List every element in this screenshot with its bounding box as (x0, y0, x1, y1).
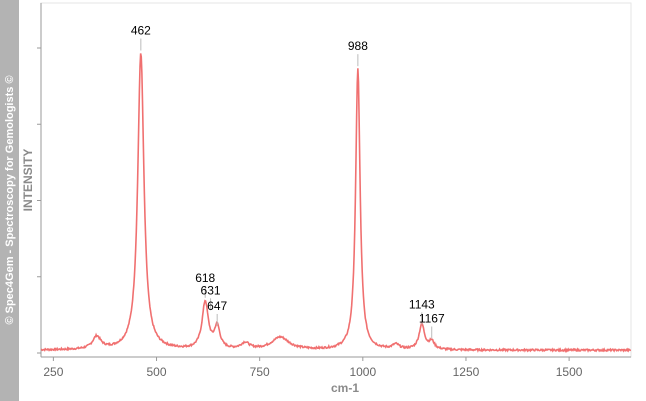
peak-label: 647 (207, 299, 227, 313)
x-tick-label: 500 (147, 365, 167, 379)
x-axis-ticks: 250 500 750 1000 1250 1500 (43, 357, 583, 379)
x-tick-label: 1500 (556, 365, 583, 379)
spectrum-series-line (40, 53, 632, 353)
x-axis-label: cm-1 (330, 381, 360, 395)
peak-label: 1143 (409, 297, 435, 311)
y-axis-label: INTENSITY (21, 148, 35, 212)
x-tick-label: 250 (43, 365, 63, 379)
peak-label: 618 (195, 271, 215, 285)
x-tick-label: 750 (250, 365, 270, 379)
peak-label: 631 (201, 283, 221, 297)
watermark-banner: © Spec4Gem - Spectroscopy for Gemologist… (0, 0, 19, 401)
x-tick-label: 1250 (453, 365, 480, 379)
peak-label: 462 (131, 24, 151, 38)
x-tick-label: 1000 (349, 365, 376, 379)
y-axis-ticks (37, 47, 41, 354)
peak-label: 1167 (419, 311, 445, 325)
peak-label: 988 (348, 39, 368, 53)
plot-frame (40, 2, 632, 358)
